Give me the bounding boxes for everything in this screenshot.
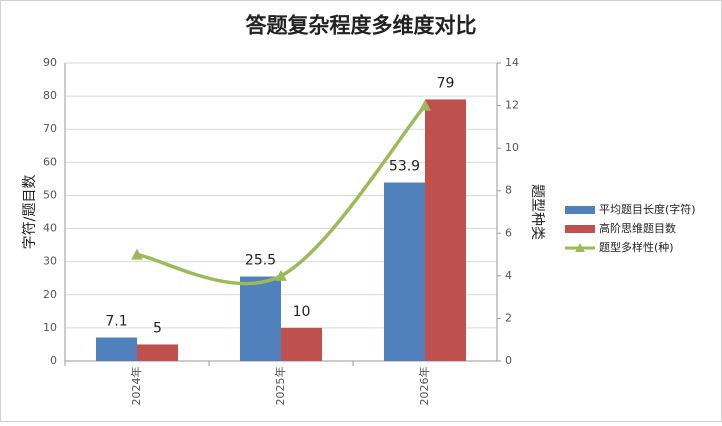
data-label: 10 (293, 304, 311, 320)
x-tick-label: 2024年 (129, 367, 143, 406)
bar (384, 182, 425, 361)
y-tick-label: 80 (43, 89, 57, 102)
line-marker (419, 99, 431, 111)
y-tick-label: 0 (50, 354, 57, 367)
bar (425, 99, 466, 361)
data-label: 53.9 (389, 159, 420, 175)
y-tick-label: 70 (43, 122, 57, 135)
bar (281, 327, 322, 361)
data-label: 79 (437, 75, 455, 91)
chart-title: 答题复杂程度多维度对比 (246, 13, 477, 38)
y2-tick-label: 14 (505, 56, 519, 69)
legend-swatch (565, 206, 595, 214)
x-tick-label: 2025年 (273, 367, 287, 406)
data-label: 7.1 (105, 313, 127, 329)
bar (240, 276, 281, 361)
legend-label: 题型多样性(种) (599, 240, 674, 254)
y-tick-label: 10 (43, 321, 57, 334)
line-marker (131, 248, 143, 260)
y-tick-label: 30 (43, 255, 57, 268)
y2-tick-label: 4 (505, 269, 512, 282)
data-label: 25.5 (245, 253, 276, 269)
y2-tick-label: 10 (505, 141, 519, 154)
y-tick-label: 20 (43, 288, 57, 301)
y2-tick-label: 0 (505, 354, 512, 367)
y-axis-label: 字符/题目数 (22, 175, 38, 250)
y-tick-label: 90 (43, 56, 57, 69)
legend-label: 平均题目长度(字符) (599, 202, 696, 216)
y2-axis-label: 题型种类 (529, 184, 545, 240)
y2-tick-label: 8 (505, 184, 512, 197)
y-tick-label: 40 (43, 222, 57, 235)
bar (96, 337, 137, 361)
y-tick-label: 50 (43, 188, 57, 201)
legend-swatch (575, 243, 585, 252)
y-tick-label: 60 (43, 155, 57, 168)
bar (137, 344, 178, 361)
y2-tick-label: 6 (505, 226, 512, 239)
x-tick-label: 2026年 (417, 367, 431, 406)
line-marker (275, 269, 287, 281)
legend-label: 高阶思维题目数 (599, 221, 676, 235)
y2-tick-label: 2 (505, 311, 512, 324)
legend-swatch (565, 225, 595, 233)
data-label: 5 (153, 320, 162, 336)
y2-tick-label: 12 (505, 99, 519, 112)
line (136, 104, 427, 286)
